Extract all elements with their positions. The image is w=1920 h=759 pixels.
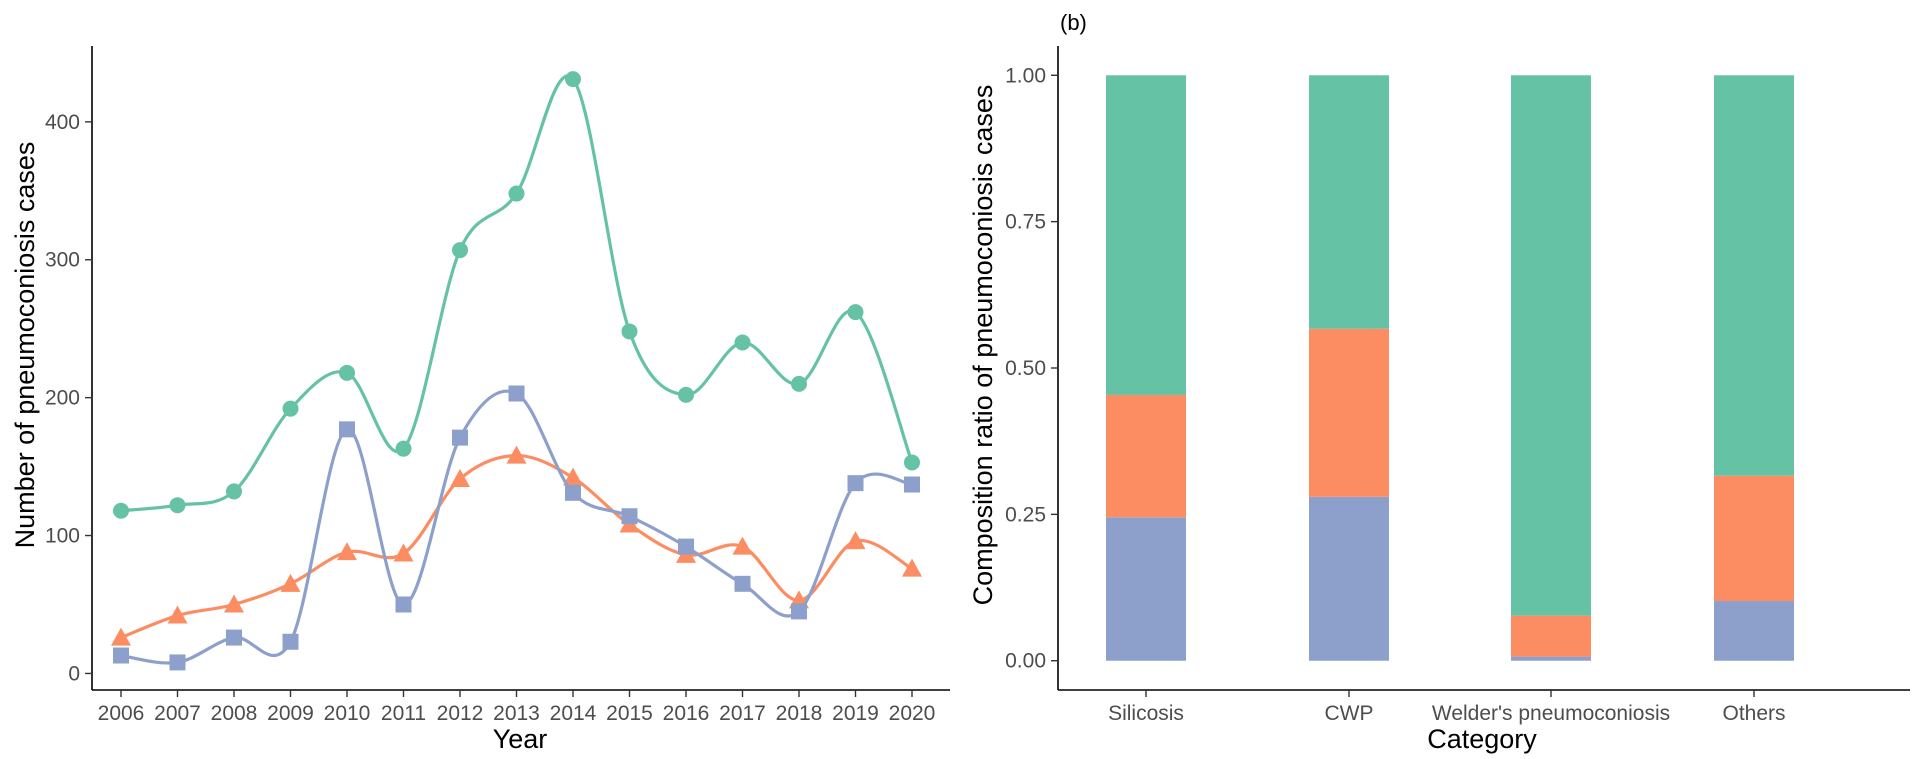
series-orange-point	[280, 573, 301, 592]
x-tick-label-a: 2009	[267, 702, 314, 725]
y-tick-label-b: 0.00	[1005, 650, 1046, 673]
series-blue-point	[621, 508, 638, 525]
series-orange-point	[845, 531, 866, 550]
y-tick-label-a: 400	[45, 111, 80, 134]
series-green-point	[678, 386, 694, 403]
series-green-point	[395, 440, 412, 457]
series-orange-point	[224, 594, 244, 613]
series-orange-point	[393, 543, 414, 562]
x-tick-label-a: 2012	[437, 702, 484, 725]
stacked-bar-chart-panel-b: (b) 0.00 0.25 0.50 0.75 1.00 Silicosis CWP Weld…	[968, 10, 1910, 754]
series-blue-point	[113, 647, 129, 664]
y-tick-label-b: 1.00	[1005, 64, 1046, 87]
x-tick-label-a: 2011	[381, 702, 426, 725]
segment-orange-bar	[1714, 475, 1794, 602]
bars-group-b	[1106, 75, 1794, 661]
series-blue-point	[847, 475, 864, 492]
panel-label-b: (b)	[1060, 10, 1087, 35]
y-tick-label-a: 100	[45, 525, 80, 548]
series-blue-point	[565, 484, 581, 501]
segment-orange-bar	[1309, 328, 1389, 497]
series-green-point	[226, 483, 242, 500]
series-blue-point	[508, 385, 525, 402]
segment-blue-bar	[1309, 496, 1389, 661]
x-tick-label-a: 2013	[493, 702, 540, 725]
series-orange-point	[167, 605, 188, 624]
series-orange-point	[111, 627, 131, 646]
x-tick-label-a: 2010	[324, 702, 371, 725]
series-blue-line	[120, 389, 913, 665]
segment-green-bar	[1106, 75, 1186, 395]
series-green-point	[565, 71, 581, 88]
series-green-point	[282, 400, 299, 417]
segment-green-bar	[1714, 75, 1794, 476]
x-tick-label-a: 2018	[776, 702, 823, 725]
series-blue-point	[791, 603, 807, 620]
x-tick-label-a: 2015	[606, 702, 653, 725]
series-blue-point	[282, 633, 299, 650]
x-tick-label-a: 2017	[719, 702, 766, 725]
series-blue-point	[339, 421, 355, 438]
series-blue-point	[395, 596, 412, 613]
series-blue-point	[678, 538, 694, 555]
series-green-point	[339, 364, 355, 381]
segment-green-bar	[1309, 75, 1389, 329]
series-orange-point	[563, 467, 583, 486]
series-green-point	[169, 497, 186, 514]
series-orange-point	[506, 445, 527, 464]
x-tick-label-b: Others	[1722, 702, 1785, 725]
y-axis-title-a: Number of pneumoconiosis cases	[10, 142, 40, 549]
y-tick-label-a: 200	[45, 387, 80, 410]
axes-a: 0 100 200 300 400 2006 2007 2008 2009 2010 2011 201…	[45, 46, 950, 725]
x-tick-label-a: 2020	[889, 702, 936, 725]
series-green-point	[904, 454, 920, 471]
axes-b: 0.00 0.25 0.50 0.75 1.00 Silicosis CWP Welder's…	[1005, 46, 1910, 725]
y-tick-label-b: 0.50	[1005, 357, 1046, 380]
series-group-a	[111, 71, 922, 671]
x-tick-label-b: Welder's pneumoconiosis	[1432, 702, 1670, 725]
x-tick-label-a: 2019	[832, 702, 879, 725]
x-tick-label-a: 2007	[154, 702, 201, 725]
series-orange-point	[450, 469, 470, 488]
series-blue-point	[452, 429, 468, 446]
series-blue-point	[904, 476, 920, 493]
series-green-point	[791, 375, 807, 392]
series-green-point	[847, 304, 864, 321]
series-blue-point	[169, 654, 186, 671]
series-green-point	[508, 185, 525, 202]
series-orange-point	[902, 558, 922, 577]
x-axis-title-b: Category	[1427, 724, 1537, 754]
segment-orange-bar	[1511, 615, 1591, 657]
y-tick-label-a: 0	[68, 662, 80, 685]
segment-blue-bar	[1714, 601, 1794, 661]
x-axis-title-a: Year	[493, 724, 548, 754]
series-green-point	[113, 502, 129, 519]
y-tick-label-a: 300	[45, 249, 80, 272]
segment-blue-bar	[1511, 656, 1591, 661]
x-tick-label-a: 2008	[211, 702, 258, 725]
series-blue-point	[734, 575, 751, 592]
y-axis-title-b: Composition ratio of pneumoconiosis case…	[968, 85, 998, 606]
series-green-point	[734, 334, 751, 351]
x-tick-label-a: 2006	[98, 702, 145, 725]
series-green-point	[452, 242, 468, 259]
x-tick-label-a: 2016	[663, 702, 710, 725]
segment-green-bar	[1511, 75, 1591, 616]
segment-blue-bar	[1106, 517, 1186, 661]
series-orange-point	[337, 542, 357, 561]
x-tick-label-b: CWP	[1325, 702, 1374, 725]
series-green-point	[621, 323, 638, 340]
segment-orange-bar	[1106, 394, 1186, 518]
x-tick-label-b: Silicosis	[1108, 702, 1184, 725]
x-tick-label-a: 2014	[550, 702, 597, 725]
line-chart-panel-a: 0 100 200 300 400 2006 2007 2008 2009 2010 2011 201…	[10, 46, 950, 754]
series-orange-line	[120, 453, 913, 640]
y-tick-label-b: 0.75	[1005, 211, 1046, 234]
y-tick-label-b: 0.25	[1005, 503, 1046, 526]
series-green-line	[120, 74, 914, 513]
series-blue-point	[226, 629, 242, 646]
series-orange-point	[732, 536, 753, 555]
